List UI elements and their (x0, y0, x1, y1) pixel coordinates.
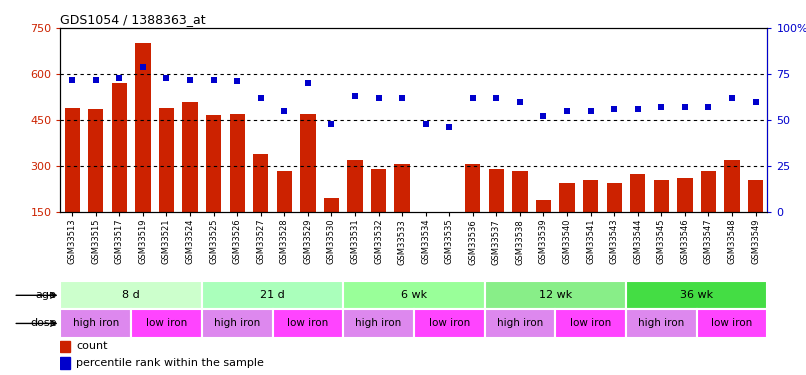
Bar (488, 169, 504, 212)
Text: high iron: high iron (496, 318, 543, 328)
Text: high iron: high iron (214, 318, 260, 328)
Bar (230, 114, 245, 212)
Text: low iron: low iron (287, 318, 329, 328)
Bar (696, 309, 767, 338)
Bar (202, 281, 343, 309)
Text: age: age (35, 290, 56, 300)
Bar (606, 183, 621, 212)
Bar (60, 309, 131, 338)
Bar (253, 154, 268, 212)
Bar (60, 281, 201, 309)
Bar (414, 309, 484, 338)
Bar (371, 169, 386, 212)
Text: 36 wk: 36 wk (680, 290, 713, 300)
Bar (131, 309, 202, 338)
Bar (725, 160, 740, 212)
Bar (88, 109, 103, 212)
Text: low iron: low iron (712, 318, 753, 328)
Text: 12 wk: 12 wk (538, 290, 572, 300)
Bar (700, 171, 716, 212)
Bar (626, 309, 696, 338)
Bar (324, 198, 339, 212)
Text: percentile rank within the sample: percentile rank within the sample (76, 358, 264, 368)
Text: count: count (76, 341, 107, 351)
Bar (202, 309, 272, 338)
Bar (60, 340, 70, 352)
Bar (748, 180, 763, 212)
Bar (206, 116, 222, 212)
Bar (465, 164, 480, 212)
Bar (484, 281, 626, 309)
Text: low iron: low iron (570, 318, 611, 328)
Bar (630, 174, 646, 212)
Bar (559, 183, 575, 212)
Text: high iron: high iron (73, 318, 119, 328)
Bar (64, 108, 80, 212)
Bar (343, 309, 414, 338)
Bar (112, 83, 127, 212)
Bar (513, 171, 528, 212)
Bar (300, 114, 315, 212)
Text: 6 wk: 6 wk (401, 290, 427, 300)
Text: 21 d: 21 d (260, 290, 285, 300)
Bar (347, 160, 363, 212)
Bar (555, 309, 626, 338)
Bar (583, 180, 598, 212)
Text: low iron: low iron (429, 318, 470, 328)
Bar (272, 309, 343, 338)
Bar (60, 357, 70, 369)
Bar (536, 200, 551, 212)
Bar (343, 281, 484, 309)
Bar (654, 180, 669, 212)
Bar (626, 281, 767, 309)
Bar (677, 178, 692, 212)
Bar (135, 44, 151, 212)
Text: low iron: low iron (146, 318, 187, 328)
Text: 8 d: 8 d (123, 290, 140, 300)
Text: high iron: high iron (355, 318, 401, 328)
Bar (484, 309, 555, 338)
Bar (159, 108, 174, 212)
Text: dose: dose (30, 318, 56, 328)
Text: high iron: high iron (638, 318, 684, 328)
Bar (182, 102, 197, 212)
Bar (276, 171, 292, 212)
Text: GDS1054 / 1388363_at: GDS1054 / 1388363_at (60, 13, 206, 26)
Bar (394, 164, 409, 212)
